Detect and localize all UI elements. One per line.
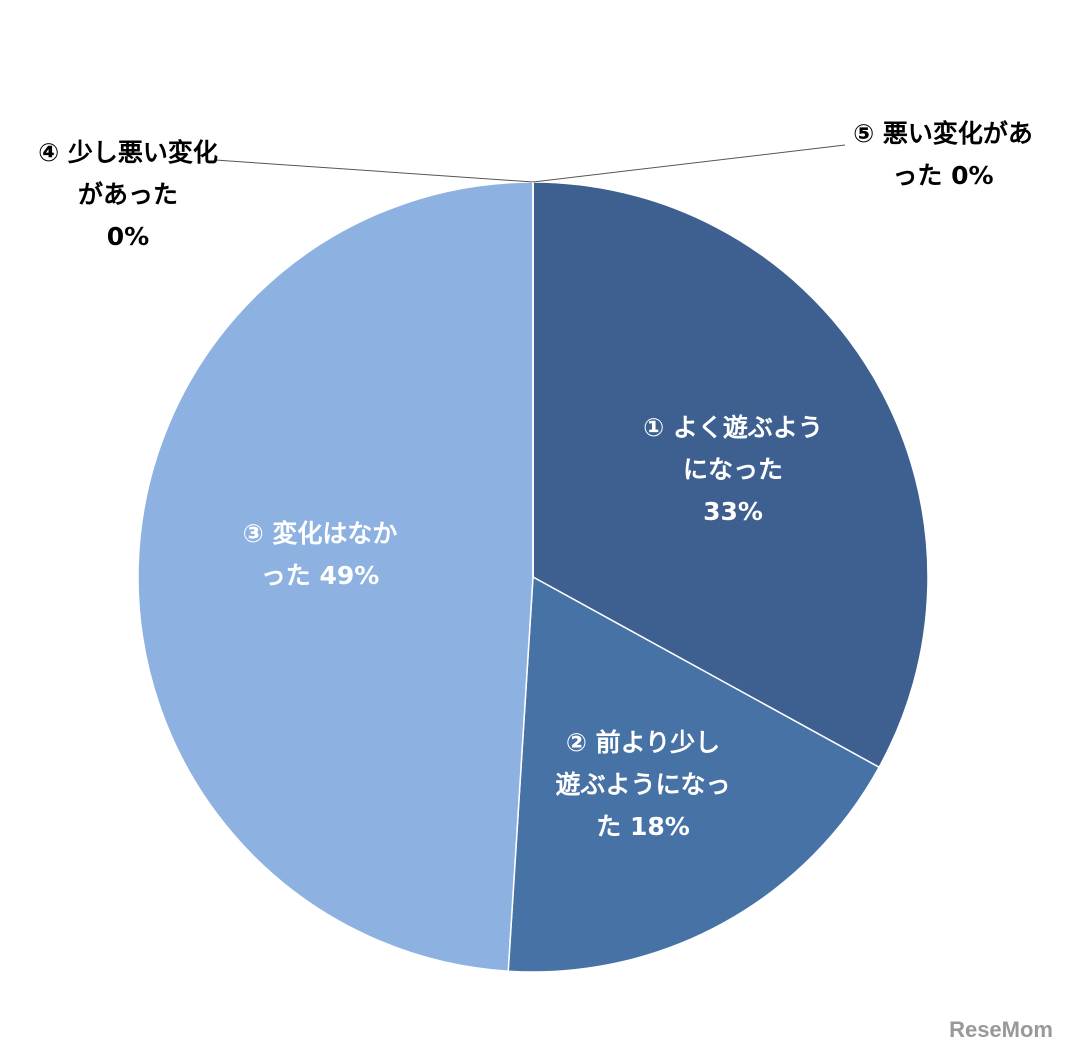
slice-label: ② 前より少し遊ぶようになった 18% [556, 722, 731, 848]
leader-line [532, 144, 846, 183]
category-label: ② 前より少し遊ぶようになった [555, 728, 731, 841]
value-label: 18% [629, 812, 690, 841]
category-label: ④ 少し悪い変化があった [38, 138, 218, 209]
pie-slice [507, 575, 881, 973]
slice-label: ① よく遊ぶようになった 33% [641, 407, 826, 533]
category-label: ① よく遊ぶようになった [643, 413, 823, 484]
value-label: 0% [106, 222, 150, 251]
pie-slice [532, 181, 929, 769]
category-label: ⑤ 悪い変化があった [853, 119, 1033, 190]
value-label: 49% [319, 561, 380, 590]
slice-label: ④ 少し悪い変化があった 0% [28, 132, 228, 258]
leader-line [214, 159, 534, 183]
slice-label: ⑤ 悪い変化があった 0% [848, 113, 1038, 197]
slice-label: ③ 変化はなかった 49% [233, 513, 408, 597]
category-label: ③ 変化はなかった [242, 519, 398, 590]
value-label: 0% [951, 161, 994, 190]
watermark: ReseMom [949, 1017, 1053, 1042]
pie-slice [137, 181, 534, 973]
value-label: 33% [703, 497, 763, 526]
